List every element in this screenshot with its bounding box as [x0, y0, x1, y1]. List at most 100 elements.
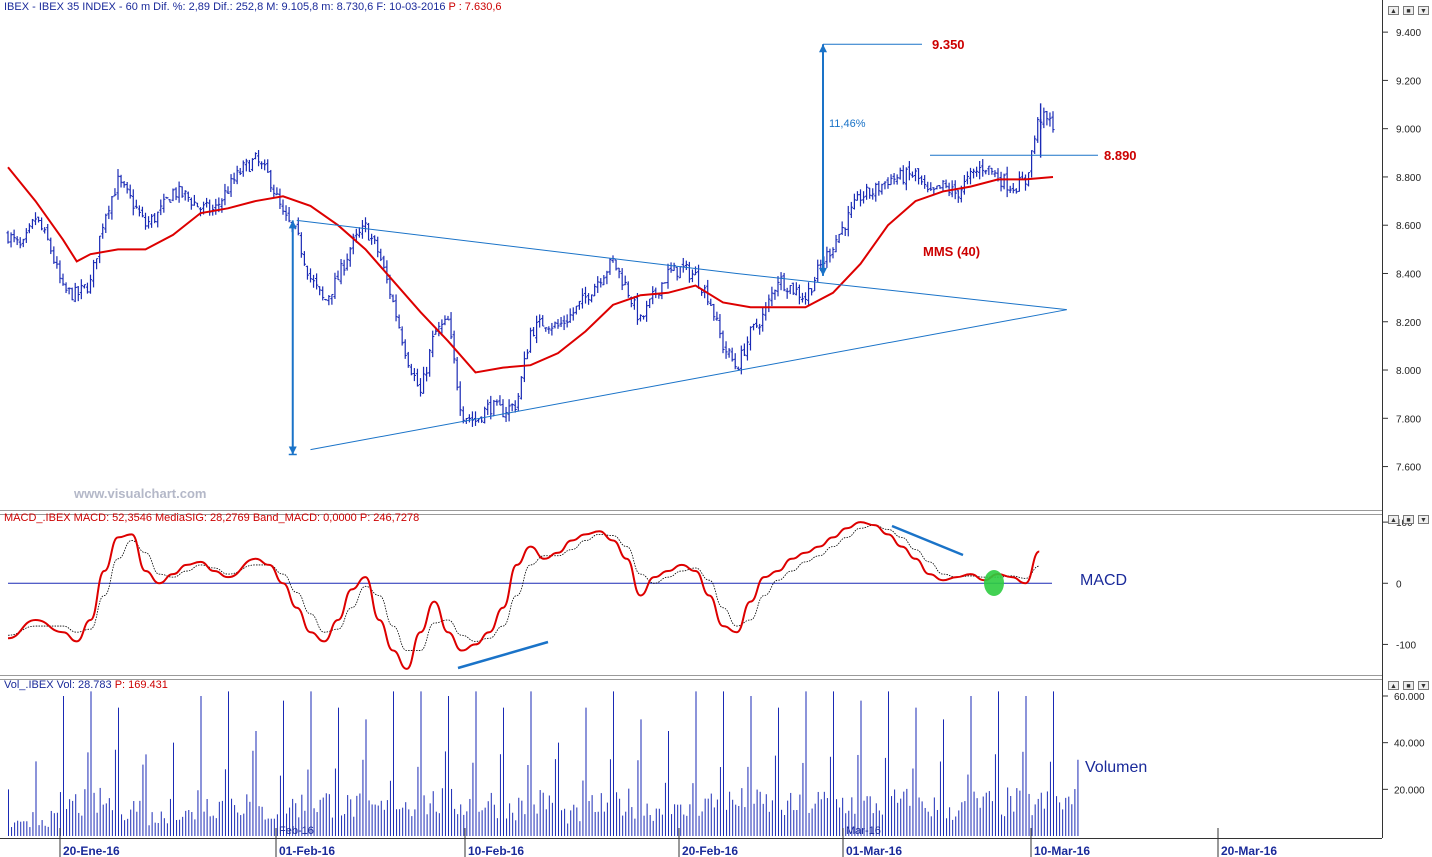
price-axis: 9.400 9.200 9.000 8.800 8.600 8.400 8.200 8.000…: [1382, 28, 1421, 474]
price-bar: [122, 181, 126, 188]
price-bar: [638, 314, 643, 322]
price-bar: [43, 227, 47, 234]
price-bar: [370, 233, 374, 245]
price-bar: [321, 286, 325, 301]
price-bar: [525, 349, 530, 360]
price-bar: [736, 366, 740, 370]
price-zoom-button[interactable]: ■: [1403, 6, 1414, 15]
price-bar: [406, 351, 410, 368]
price-bar: [990, 167, 994, 175]
price-bar: [55, 256, 59, 269]
price-bar: [214, 198, 218, 215]
price-bar: [1011, 183, 1015, 194]
price-tick-label: 8.200: [1396, 318, 1421, 329]
price-bar: [253, 152, 258, 160]
price-bar: [666, 263, 670, 289]
price-bar: [1014, 188, 1018, 194]
volume-zoom-button[interactable]: ■: [1403, 681, 1414, 690]
price-bar: [52, 246, 56, 264]
price-bar: [18, 237, 22, 249]
volume-scroll-up-button[interactable]: ▲: [1388, 681, 1399, 690]
price-bar: [269, 169, 273, 193]
price-bar: [660, 282, 664, 300]
price-bar: [1045, 110, 1049, 126]
price-bar: [165, 196, 169, 199]
price-bar: [9, 232, 13, 248]
price-bar: [336, 270, 340, 281]
price-bar: [409, 363, 413, 376]
price-bar: [46, 223, 50, 241]
price-bar: [24, 228, 28, 244]
price-bar: [684, 260, 688, 271]
date-label: 01-Feb-16: [279, 844, 335, 857]
price-bar: [718, 314, 722, 339]
price-bar: [840, 221, 844, 235]
price-bar: [110, 196, 114, 220]
price-bar: [116, 169, 120, 200]
price-bar: [489, 395, 493, 420]
price-bar: [938, 184, 942, 189]
price-bar: [333, 272, 337, 299]
price-bar: [935, 185, 939, 190]
price-panel: 9.350 8.890 11,46% MMS (40) www.visualch…: [6, 37, 1137, 501]
price-bar: [901, 165, 905, 185]
price-tick-label: 9.200: [1396, 76, 1421, 87]
price-bar: [596, 276, 600, 293]
price-bar: [311, 274, 316, 288]
price-scroll-down-button[interactable]: ▼: [1418, 6, 1429, 15]
price-bar: [351, 233, 355, 255]
price-bar: [531, 326, 536, 337]
price-bar: [574, 305, 578, 315]
price-bar: [825, 246, 829, 268]
volume-axis: 60.000 40.000 20.000: [1382, 692, 1425, 796]
price-bar: [376, 236, 380, 258]
price-bar: [797, 284, 801, 305]
price-header-p: P : 7.630,6: [448, 1, 502, 13]
price-bar: [1005, 166, 1009, 198]
price-bar: [641, 315, 646, 320]
price-bar: [143, 212, 148, 230]
price-bar: [724, 341, 728, 359]
price-bar: [788, 285, 792, 295]
price-bar: [189, 197, 193, 210]
price-bar: [632, 296, 636, 310]
price-bar: [6, 230, 10, 244]
month-label: Mar-16: [846, 825, 881, 837]
volume-tick-label: 40.000: [1394, 739, 1425, 750]
price-scroll-up-button[interactable]: ▲: [1388, 6, 1399, 15]
date-axis: 20-Ene-16 01-Feb-16 10-Feb-16 20-Feb-16 01-M…: [59, 825, 1277, 857]
price-bar: [651, 286, 655, 305]
price-bar: [987, 165, 991, 176]
price-bar: [385, 260, 389, 284]
macd-zoom-button[interactable]: ■: [1403, 515, 1414, 524]
price-bar: [776, 276, 780, 297]
price-bar: [810, 288, 814, 296]
price-bar: [535, 315, 539, 344]
price-bar: [36, 216, 41, 223]
price-bar: [544, 327, 548, 332]
price-bar: [366, 222, 371, 241]
macd-scroll-down-button[interactable]: ▼: [1418, 515, 1429, 524]
price-bar: [241, 160, 245, 177]
price-bar: [73, 282, 77, 303]
volume-header-info: Vol_.IBEX Vol: 28.783: [4, 679, 115, 691]
price-bar: [865, 183, 869, 200]
price-tick-label: 7.600: [1396, 463, 1421, 474]
price-header-info: IBEX - IBEX 35 INDEX - 60 m Dif. %: 2,89…: [4, 1, 449, 13]
date-label: 01-Mar-16: [846, 844, 902, 857]
price-bar: [98, 235, 102, 264]
breakout-label: 8.890: [1104, 148, 1137, 163]
price-bar: [318, 286, 322, 296]
price-bar: [926, 181, 930, 193]
price-bar: [816, 259, 820, 283]
macd-scroll-up-button[interactable]: ▲: [1388, 515, 1399, 524]
price-bar: [981, 159, 985, 177]
price-bar: [266, 159, 270, 173]
price-bar: [397, 314, 401, 329]
price-bar: [400, 326, 404, 346]
price-tick-label: 8.800: [1396, 173, 1421, 184]
price-bar: [382, 255, 386, 270]
volume-scroll-down-button[interactable]: ▼: [1418, 681, 1429, 690]
price-bar: [104, 213, 108, 234]
price-bar: [837, 233, 841, 244]
